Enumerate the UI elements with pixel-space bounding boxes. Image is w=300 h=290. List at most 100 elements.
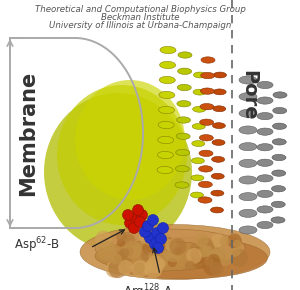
Circle shape	[145, 233, 155, 244]
Circle shape	[142, 242, 156, 255]
Circle shape	[150, 238, 166, 254]
Text: University of Illinois at Urbana-Champaign: University of Illinois at Urbana-Champai…	[49, 21, 231, 30]
Circle shape	[158, 222, 169, 233]
Ellipse shape	[176, 149, 190, 156]
Ellipse shape	[272, 154, 286, 161]
Circle shape	[155, 233, 167, 244]
Circle shape	[119, 248, 129, 258]
Ellipse shape	[212, 139, 225, 145]
Circle shape	[186, 248, 202, 264]
Ellipse shape	[257, 175, 273, 182]
Circle shape	[207, 242, 225, 260]
Circle shape	[230, 249, 248, 267]
Ellipse shape	[239, 126, 257, 134]
Circle shape	[144, 260, 163, 278]
Circle shape	[122, 209, 134, 220]
Ellipse shape	[157, 166, 173, 174]
Ellipse shape	[177, 101, 191, 107]
Circle shape	[97, 241, 117, 261]
Ellipse shape	[212, 156, 225, 162]
Text: Asp$^{62}$-B: Asp$^{62}$-B	[14, 235, 60, 255]
Circle shape	[193, 245, 208, 260]
Ellipse shape	[199, 150, 213, 157]
Ellipse shape	[80, 224, 270, 280]
Ellipse shape	[178, 52, 192, 58]
Circle shape	[139, 231, 152, 244]
Circle shape	[125, 248, 134, 256]
Text: Arg$^{128}$-A: Arg$^{128}$-A	[123, 282, 173, 290]
Ellipse shape	[213, 89, 226, 95]
Circle shape	[152, 242, 164, 253]
Ellipse shape	[44, 93, 192, 251]
Circle shape	[169, 238, 187, 255]
Ellipse shape	[158, 122, 174, 128]
Ellipse shape	[158, 151, 173, 159]
Circle shape	[111, 253, 122, 264]
Ellipse shape	[198, 181, 212, 188]
Circle shape	[196, 238, 214, 255]
Circle shape	[136, 209, 148, 220]
Text: Theoretical and Computational Biophysics Group: Theoretical and Computational Biophysics…	[34, 5, 245, 14]
Ellipse shape	[239, 93, 257, 101]
Circle shape	[204, 258, 214, 267]
Ellipse shape	[257, 159, 273, 166]
Ellipse shape	[201, 72, 215, 79]
Ellipse shape	[239, 193, 257, 201]
Ellipse shape	[239, 76, 257, 84]
Circle shape	[210, 262, 224, 276]
Circle shape	[140, 226, 151, 238]
Text: Beckman Institute: Beckman Institute	[101, 13, 179, 22]
Ellipse shape	[271, 217, 285, 223]
Circle shape	[103, 240, 115, 251]
Circle shape	[190, 244, 199, 253]
Ellipse shape	[272, 123, 286, 129]
Ellipse shape	[198, 197, 212, 203]
Ellipse shape	[192, 124, 205, 129]
Circle shape	[155, 231, 169, 244]
Ellipse shape	[177, 84, 191, 91]
Circle shape	[148, 252, 156, 260]
Ellipse shape	[191, 175, 204, 181]
Ellipse shape	[257, 206, 273, 213]
Ellipse shape	[199, 166, 213, 172]
Ellipse shape	[211, 207, 224, 213]
Ellipse shape	[159, 76, 175, 84]
Circle shape	[164, 243, 183, 262]
Ellipse shape	[178, 68, 192, 75]
Ellipse shape	[176, 133, 190, 139]
Circle shape	[227, 233, 242, 248]
Circle shape	[134, 217, 146, 227]
Circle shape	[174, 247, 182, 255]
Ellipse shape	[211, 173, 224, 179]
Ellipse shape	[257, 144, 273, 151]
Ellipse shape	[239, 226, 257, 234]
Ellipse shape	[257, 190, 273, 197]
Circle shape	[152, 227, 163, 238]
Circle shape	[185, 260, 195, 271]
Ellipse shape	[194, 72, 206, 78]
Ellipse shape	[239, 109, 257, 117]
Ellipse shape	[95, 241, 225, 271]
Ellipse shape	[214, 72, 226, 78]
Circle shape	[131, 260, 148, 278]
Ellipse shape	[158, 136, 174, 144]
Text: Pore: Pore	[239, 70, 258, 120]
Circle shape	[159, 236, 174, 251]
Circle shape	[191, 242, 209, 260]
Circle shape	[133, 204, 143, 215]
Ellipse shape	[272, 186, 286, 192]
Ellipse shape	[199, 135, 213, 141]
Ellipse shape	[159, 91, 175, 99]
Circle shape	[147, 255, 164, 273]
Circle shape	[148, 231, 164, 248]
Circle shape	[191, 251, 208, 269]
Circle shape	[122, 233, 135, 247]
Circle shape	[195, 233, 209, 247]
Circle shape	[128, 222, 140, 233]
Circle shape	[106, 261, 123, 278]
Circle shape	[124, 218, 136, 229]
Ellipse shape	[193, 89, 206, 95]
Ellipse shape	[211, 190, 224, 196]
Ellipse shape	[160, 61, 176, 69]
Ellipse shape	[193, 106, 206, 112]
